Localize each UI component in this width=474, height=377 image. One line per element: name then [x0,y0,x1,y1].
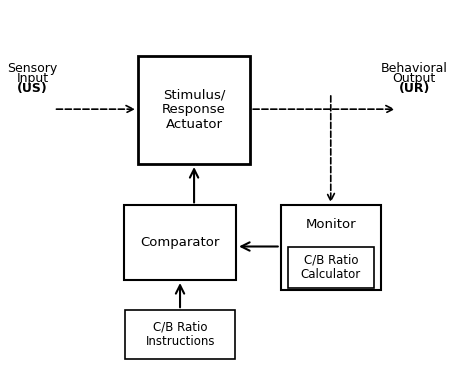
Text: Stimulus/
Response
Actuator: Stimulus/ Response Actuator [162,89,226,132]
FancyBboxPatch shape [288,247,374,288]
Text: (US): (US) [17,82,48,95]
Text: Comparator: Comparator [140,236,220,249]
FancyBboxPatch shape [125,310,235,359]
Text: Output: Output [392,72,436,84]
Text: C/B Ratio
Instructions: C/B Ratio Instructions [146,320,215,348]
Text: Monitor: Monitor [306,219,356,231]
Text: (UR): (UR) [399,82,430,95]
Text: Behavioral: Behavioral [381,62,447,75]
FancyBboxPatch shape [138,56,250,164]
Text: C/B Ratio
Calculator: C/B Ratio Calculator [301,253,361,281]
Text: Sensory: Sensory [8,62,58,75]
FancyBboxPatch shape [281,205,381,290]
FancyBboxPatch shape [124,205,236,280]
Text: Input: Input [17,72,49,84]
